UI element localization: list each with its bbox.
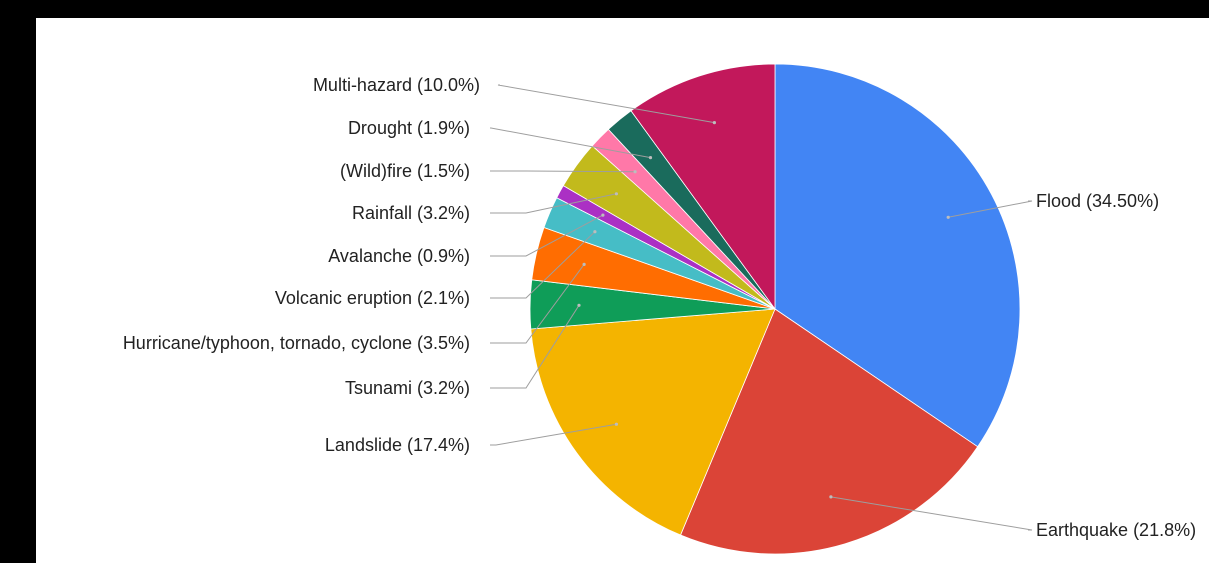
leader-dot-tsunami xyxy=(577,303,581,307)
leader-line-wild-fire xyxy=(490,170,636,173)
leader-dot-volcanic-eruption xyxy=(593,230,597,234)
pie-slices xyxy=(529,63,1021,555)
slice-multi-hazard[interactable] xyxy=(630,63,776,311)
label-earthquake: Earthquake (21.8%) xyxy=(1036,520,1196,540)
leader-dot-flood xyxy=(946,215,950,219)
leader-dot-multi-hazard xyxy=(712,121,717,125)
label-rainfall: Rainfall (3.2%) xyxy=(352,203,470,223)
leader-lines xyxy=(490,84,1033,531)
slice-flood[interactable] xyxy=(774,63,1021,448)
leader-line-rainfall xyxy=(490,193,617,214)
leader-line-earthquake xyxy=(830,496,1033,531)
chart-panel: Flood (34.50%) Earthquake (21.8%) Landslid… xyxy=(36,18,1209,563)
leader-dot-avalanche xyxy=(601,213,605,217)
label-wild-fire: (Wild)fire (1.5%) xyxy=(340,161,470,181)
label-volcanic-eruption: Volcanic eruption (2.1%) xyxy=(275,288,470,308)
leader-dot-landslide xyxy=(614,422,619,426)
leader-line-hurricane-typhoon-tornado-cyclone xyxy=(490,264,585,344)
label-tsunami: Tsunami (3.2%) xyxy=(345,378,470,398)
leader-dot-wild-fire xyxy=(633,170,637,174)
label-drought: Drought (1.9%) xyxy=(348,118,470,138)
label-hurricane-typhoon-tornado-cyclone: Hurricane/typhoon, tornado, cyclone (3.5… xyxy=(123,333,470,353)
label-landslide: Landslide (17.4%) xyxy=(325,435,470,455)
label-flood: Flood (34.50%) xyxy=(1036,191,1159,211)
leader-dot-hurricane-typhoon-tornado-cyclone xyxy=(582,262,586,266)
pie-chart: Flood (34.50%) Earthquake (21.8%) Landslid… xyxy=(123,63,1196,555)
label-multi-hazard: Multi-hazard (10.0%) xyxy=(313,75,480,95)
leader-dot-earthquake xyxy=(829,495,833,499)
leader-line-landslide xyxy=(490,423,617,446)
leader-dot-rainfall xyxy=(614,192,619,196)
leader-line-flood xyxy=(948,200,1033,218)
slice-landslide[interactable] xyxy=(530,308,776,536)
leader-line-tsunami xyxy=(490,305,580,389)
leader-line-multi-hazard xyxy=(497,84,715,124)
leader-line-volcanic-eruption xyxy=(490,231,596,299)
slice-earthquake[interactable] xyxy=(680,308,979,555)
label-avalanche: Avalanche (0.9%) xyxy=(328,246,470,266)
slice-labels: Flood (34.50%) Earthquake (21.8%) Landslid… xyxy=(123,75,1196,540)
leader-line-avalanche xyxy=(490,214,604,257)
leader-dot-drought xyxy=(648,156,653,160)
leader-line-drought xyxy=(490,127,651,159)
